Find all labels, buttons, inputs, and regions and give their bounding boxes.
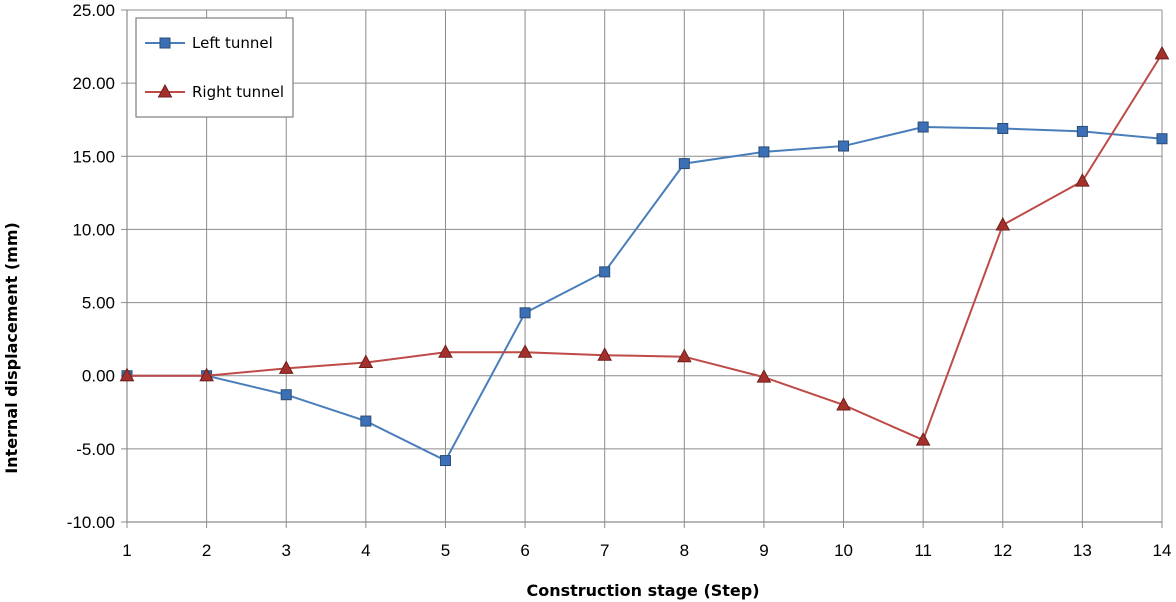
data-point-left-tunnel [838,140,850,152]
data-point-right-tunnel [199,367,214,382]
x-tick-label: 7 [600,541,609,560]
x-tick-label: 5 [441,541,450,560]
data-point-left-tunnel [519,307,531,319]
series-left-tunnel [121,121,1168,467]
data-point-left-tunnel [678,158,690,170]
legend-box [135,17,294,118]
x-tick-label: 1 [122,541,131,560]
y-axis-title: Internal displacement (mm) [2,222,21,474]
x-tick-label: 12 [993,541,1012,560]
data-point-left-tunnel [1076,125,1088,137]
y-tick-label: -10.00 [67,513,115,532]
data-point-left-tunnel [439,455,451,467]
x-tick-label: 2 [202,541,211,560]
y-tick-label: 20.00 [72,74,115,93]
x-tick-label: 11 [914,541,932,560]
data-point-right-tunnel [119,367,135,382]
data-point-left-tunnel [599,266,611,278]
x-tick-label: 13 [1073,541,1092,560]
series-line-right-tunnel [127,53,1163,442]
data-point-right-tunnel [676,348,692,363]
data-point-right-tunnel [1075,173,1090,187]
data-point-left-tunnel [280,389,292,401]
data-point-left-tunnel [360,415,372,427]
legend-marker [157,83,173,98]
data-point-right-tunnel [756,369,772,383]
legend-label: Right tunnel [192,83,284,101]
x-tick-label: 14 [1153,541,1172,560]
data-point-right-tunnel [278,360,294,374]
x-tick-label: 9 [759,541,768,560]
series-right-tunnel [119,45,1170,446]
x-tick-label: 10 [834,541,853,560]
data-point-right-tunnel [1154,45,1170,60]
data-point-right-tunnel [995,216,1011,231]
data-point-right-tunnel [836,396,851,411]
y-tick-label: -5.00 [76,440,115,459]
data-point-left-tunnel [997,122,1009,134]
y-tick-label: 10.00 [72,220,115,239]
legend-item-right-tunnel: Right tunnel [145,83,284,101]
series-group [119,45,1170,467]
series-line-left-tunnel [127,126,1163,462]
y-tick-labels: -10.00 -5.00 0.00 5.00 10.00 15.00 20.00 25.00 [67,1,115,532]
legend-marker [159,37,171,49]
data-point-right-tunnel [438,344,453,358]
x-axis-title: Construction stage (Step) [526,581,759,600]
y-tick-label: 5.00 [82,294,115,313]
legend-label: Left tunnel [192,34,273,52]
y-tick-label: 15.00 [72,147,115,166]
data-point-right-tunnel [597,347,613,361]
data-point-left-tunnel [758,146,770,158]
x-tick-labels: 1 2 3 4 5 6 7 8 9 10 11 12 13 14 [122,541,1171,560]
x-tick-label: 8 [680,541,689,560]
data-point-right-tunnel [915,432,931,446]
x-tick-label: 6 [520,541,529,560]
data-point-right-tunnel [517,344,533,358]
y-tick-label: 25.00 [72,1,115,20]
x-tick-label: 4 [361,541,370,560]
data-point-left-tunnel [1156,133,1168,145]
data-point-right-tunnel [358,354,374,369]
legend-item-left-tunnel: Left tunnel [145,34,273,52]
x-tick-label: 3 [281,541,290,560]
data-point-left-tunnel [917,121,929,133]
y-tick-label: 0.00 [82,367,115,386]
legend: Left tunnel Right tunnel [135,17,294,118]
